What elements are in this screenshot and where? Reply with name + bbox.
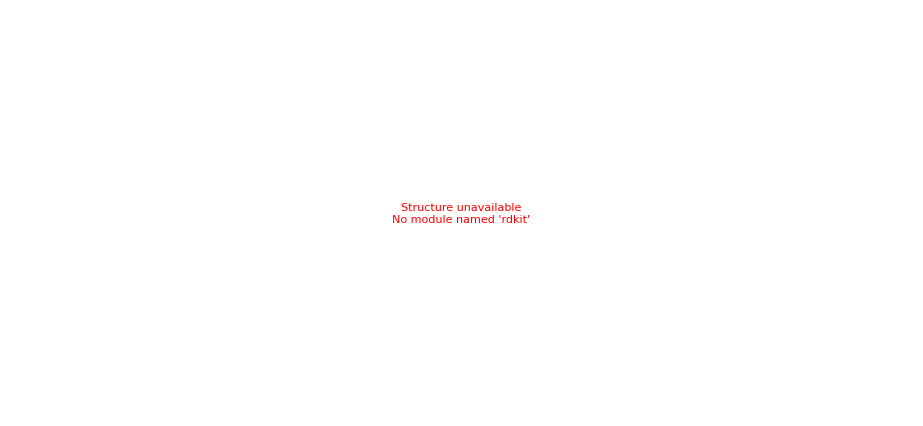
Text: Structure unavailable
No module named 'rdkit': Structure unavailable No module named 'r…: [392, 203, 530, 224]
